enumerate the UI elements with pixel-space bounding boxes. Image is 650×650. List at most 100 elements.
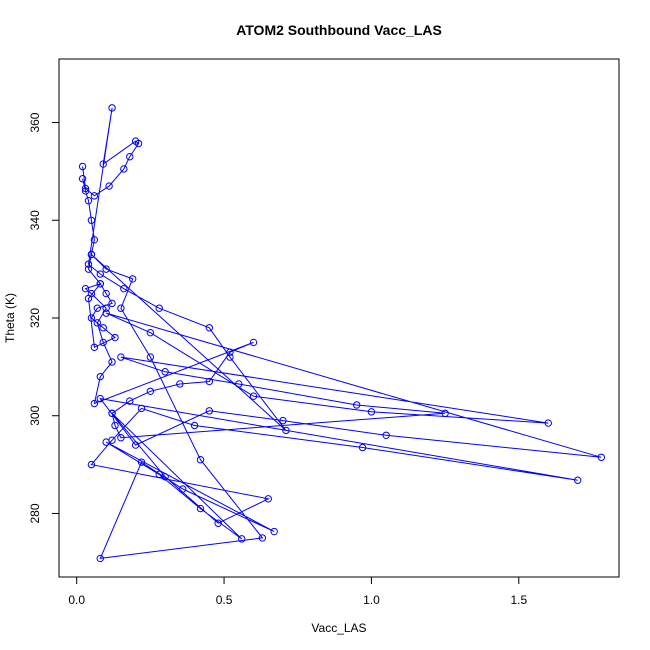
data-point <box>279 416 287 425</box>
data-point <box>111 421 119 430</box>
data-point <box>87 314 96 322</box>
data-point <box>264 495 272 503</box>
data-point <box>205 407 214 415</box>
data-point <box>96 270 104 278</box>
x-tick-label: 1.5 <box>510 593 527 607</box>
data-point <box>270 527 278 536</box>
y-tick-label: 320 <box>28 308 42 328</box>
data-point <box>87 289 96 298</box>
data-point <box>146 387 155 396</box>
series-layer <box>78 104 606 563</box>
data-point <box>120 165 128 173</box>
data-point <box>90 192 99 200</box>
x-tick-label: 0.0 <box>68 593 85 607</box>
data-point <box>102 438 110 446</box>
plot-frame <box>58 58 620 578</box>
y-tick-label: 360 <box>28 112 42 132</box>
data-point <box>108 409 116 417</box>
data-point <box>367 408 376 416</box>
data-point <box>117 434 125 442</box>
data-point <box>84 260 93 268</box>
chart-title: ATOM2 Southbound Vacc_LAS <box>236 22 442 38</box>
data-point <box>226 348 234 356</box>
y-axis: 280 300 320 340 360 <box>28 112 59 523</box>
data-point <box>146 328 155 337</box>
data-point <box>81 187 90 195</box>
data-point <box>282 426 290 435</box>
y-tick-label: 300 <box>28 405 42 425</box>
data-point <box>205 324 214 332</box>
data-point <box>258 534 267 542</box>
data-point <box>238 535 246 543</box>
data-point <box>137 404 146 413</box>
data-point <box>131 441 140 449</box>
data-point <box>161 368 169 376</box>
data-point <box>96 280 104 288</box>
data-point <box>87 460 96 469</box>
data-point <box>93 319 102 327</box>
data-point <box>102 289 110 298</box>
data-point <box>128 275 137 283</box>
x-tick-label: 0.5 <box>216 593 233 607</box>
data-point <box>117 353 125 361</box>
data-point <box>120 284 128 293</box>
x-tick-label: 1.0 <box>363 593 380 607</box>
data-point <box>90 399 99 408</box>
data-point <box>544 419 552 427</box>
data-point <box>235 380 243 388</box>
data-point <box>96 554 104 563</box>
data-point <box>214 519 222 527</box>
data-point <box>137 458 146 466</box>
data-point <box>102 265 110 273</box>
data-point <box>102 304 110 312</box>
data-point <box>81 284 90 293</box>
data-point <box>99 324 107 332</box>
y-tick-label: 340 <box>28 210 42 230</box>
data-point <box>179 485 187 493</box>
data-point <box>597 453 606 461</box>
data-point <box>78 175 87 183</box>
data-point <box>176 380 184 388</box>
data-point <box>87 250 96 259</box>
data-point <box>96 394 104 403</box>
y-tick-label: 280 <box>28 503 42 523</box>
data-point <box>574 476 582 484</box>
data-point <box>382 431 390 439</box>
data-point <box>84 265 93 273</box>
data-point <box>249 392 258 400</box>
data-point <box>226 353 234 361</box>
data-point <box>111 333 119 342</box>
data-point <box>196 456 205 464</box>
data-point <box>155 304 163 312</box>
data-point <box>81 184 90 193</box>
y-axis-label: Theta (K) <box>3 293 17 343</box>
data-point <box>99 160 107 168</box>
data-point <box>441 409 449 417</box>
data-point <box>146 353 155 361</box>
x-axis-label: Vacc_LAS <box>311 621 366 635</box>
x-axis: 0.0 0.5 1.0 1.5 <box>68 577 527 607</box>
data-point <box>102 309 110 317</box>
data-point <box>249 338 258 347</box>
data-point <box>90 343 99 352</box>
data-point <box>358 443 367 452</box>
data-point <box>108 299 116 308</box>
data-point <box>84 197 93 205</box>
data-point <box>134 139 143 148</box>
data-point <box>196 504 205 513</box>
data-point <box>93 304 102 312</box>
data-point <box>117 304 125 312</box>
data-point <box>96 372 104 381</box>
data-point <box>105 182 113 190</box>
data-point <box>108 104 116 112</box>
series-line <box>82 107 602 560</box>
data-point <box>190 421 199 430</box>
data-point <box>90 236 99 244</box>
data-point <box>155 470 163 479</box>
data-point <box>87 216 96 224</box>
data-point <box>108 358 116 366</box>
data-point <box>99 338 107 347</box>
data-point <box>126 153 134 161</box>
data-point <box>352 401 361 409</box>
